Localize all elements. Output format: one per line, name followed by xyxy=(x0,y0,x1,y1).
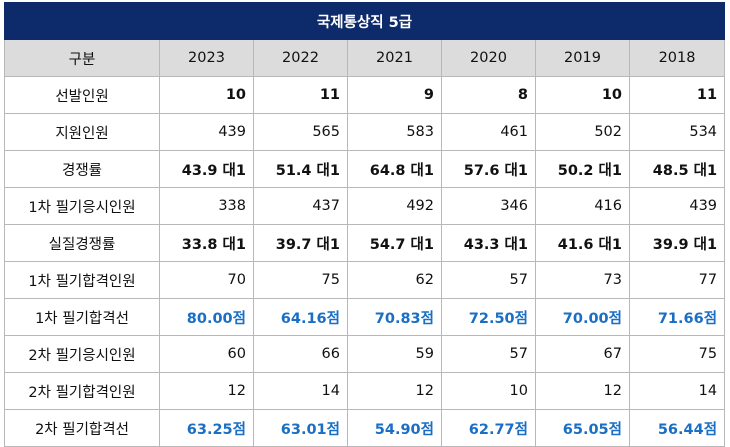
table-cell: 64.16점 xyxy=(253,298,348,336)
table-cell: 77 xyxy=(628,261,726,299)
table-cell: 70 xyxy=(159,261,254,299)
table-cell: 346 xyxy=(441,187,536,225)
table-cell: 439 xyxy=(159,113,254,151)
row-label: 1차 필기합격인원 xyxy=(4,261,160,299)
table-cell: 66 xyxy=(253,335,348,373)
table-cell: 11 xyxy=(253,76,348,114)
table-cell: 54.7 대1 xyxy=(347,224,442,262)
table-cell: 59 xyxy=(347,335,442,373)
table-cell: 492 xyxy=(347,187,442,225)
table-cell: 43.3 대1 xyxy=(441,224,536,262)
table-cell: 70.00점 xyxy=(535,298,630,336)
table-cell: 75 xyxy=(628,335,726,373)
table-row: 지원인원 439 565 583 461 502 534 xyxy=(4,113,726,151)
table-cell: 54.90점 xyxy=(347,409,442,447)
table-cell: 439 xyxy=(628,187,726,225)
year-header: 2018 xyxy=(628,39,726,77)
year-header: 2023 xyxy=(159,39,254,77)
table-cell: 338 xyxy=(159,187,254,225)
table-cell: 39.9 대1 xyxy=(628,224,726,262)
table-cell: 50.2 대1 xyxy=(535,150,630,188)
table-cell: 57 xyxy=(441,335,536,373)
table-cell: 10 xyxy=(441,372,536,410)
year-header: 2020 xyxy=(441,39,536,77)
table-cell: 461 xyxy=(441,113,536,151)
year-header: 2022 xyxy=(253,39,348,77)
table-cell: 56.44점 xyxy=(628,409,726,447)
table-cell: 60 xyxy=(159,335,254,373)
table-cell: 75 xyxy=(253,261,348,299)
table-cell: 73 xyxy=(535,261,630,299)
year-header: 2019 xyxy=(535,39,630,77)
table-cell: 51.4 대1 xyxy=(253,150,348,188)
table-cell: 57.6 대1 xyxy=(441,150,536,188)
table-cell: 12 xyxy=(159,372,254,410)
table-cell: 583 xyxy=(347,113,442,151)
table-cell: 39.7 대1 xyxy=(253,224,348,262)
table-cell: 70.83점 xyxy=(347,298,442,336)
row-label: 실질경쟁률 xyxy=(4,224,160,262)
table-title-row: 국제통상직 5급 xyxy=(3,2,726,40)
table-row: 1차 필기응시인원 338 437 492 346 416 439 xyxy=(4,187,726,225)
table-cell: 14 xyxy=(628,372,726,410)
table-cell: 41.6 대1 xyxy=(535,224,630,262)
table-cell: 71.66점 xyxy=(628,298,726,336)
table-cell: 63.25점 xyxy=(159,409,254,447)
table-cell: 12 xyxy=(535,372,630,410)
table-cell: 57 xyxy=(441,261,536,299)
exam-statistics-table: 국제통상직 5급 구분 2023 2022 2021 2020 2019 201… xyxy=(3,2,726,447)
table-cell: 43.9 대1 xyxy=(159,150,254,188)
row-label: 2차 필기합격인원 xyxy=(4,372,160,410)
table-cell: 9 xyxy=(347,76,442,114)
table-cell: 10 xyxy=(159,76,254,114)
row-label: 1차 필기응시인원 xyxy=(4,187,160,225)
category-header: 구분 xyxy=(4,39,160,77)
table-row: 실질경쟁률 33.8 대1 39.7 대1 54.7 대1 43.3 대1 41.6 대1… xyxy=(4,224,726,262)
year-header-row: 구분 2023 2022 2021 2020 2019 2018 xyxy=(4,39,726,77)
table-row: 1차 필기합격인원 70 75 62 57 73 77 xyxy=(4,261,726,299)
table-cell: 33.8 대1 xyxy=(159,224,254,262)
row-label: 2차 필기응시인원 xyxy=(4,335,160,373)
table-cell: 62 xyxy=(347,261,442,299)
table-cell: 565 xyxy=(253,113,348,151)
table-cell: 14 xyxy=(253,372,348,410)
table-row: 2차 필기응시인원 60 66 59 57 67 75 xyxy=(4,335,726,373)
table-cell: 65.05점 xyxy=(535,409,630,447)
row-label: 선발인원 xyxy=(4,76,160,114)
table-cell: 8 xyxy=(441,76,536,114)
row-label: 경쟁률 xyxy=(4,150,160,188)
table-cell: 534 xyxy=(628,113,726,151)
table-cell: 64.8 대1 xyxy=(347,150,442,188)
row-label: 지원인원 xyxy=(4,113,160,151)
table-cell: 437 xyxy=(253,187,348,225)
table-cell: 72.50점 xyxy=(441,298,536,336)
row-label: 1차 필기합격선 xyxy=(4,298,160,336)
table-title: 국제통상직 5급 xyxy=(3,2,726,40)
table-cell: 67 xyxy=(535,335,630,373)
table-cell: 502 xyxy=(535,113,630,151)
table-row: 2차 필기합격인원 12 14 12 10 12 14 xyxy=(4,372,726,410)
table-row: 2차 필기합격선 63.25점 63.01점 54.90점 62.77점 65.05점 56… xyxy=(4,409,726,447)
stats-table-container: 국제통상직 5급 구분 2023 2022 2021 2020 2019 201… xyxy=(3,2,726,447)
table-cell: 80.00점 xyxy=(159,298,254,336)
year-header: 2021 xyxy=(347,39,442,77)
table-row: 경쟁률 43.9 대1 51.4 대1 64.8 대1 57.6 대1 50.2 대1 48… xyxy=(4,150,726,188)
table-row: 1차 필기합격선 80.00점 64.16점 70.83점 72.50점 70.00점 71… xyxy=(4,298,726,336)
table-cell: 416 xyxy=(535,187,630,225)
table-cell: 62.77점 xyxy=(441,409,536,447)
table-row: 선발인원 10 11 9 8 10 11 xyxy=(4,76,726,114)
row-label: 2차 필기합격선 xyxy=(4,409,160,447)
table-cell: 48.5 대1 xyxy=(628,150,726,188)
table-cell: 11 xyxy=(628,76,726,114)
table-cell: 10 xyxy=(535,76,630,114)
table-cell: 63.01점 xyxy=(253,409,348,447)
table-cell: 12 xyxy=(347,372,442,410)
